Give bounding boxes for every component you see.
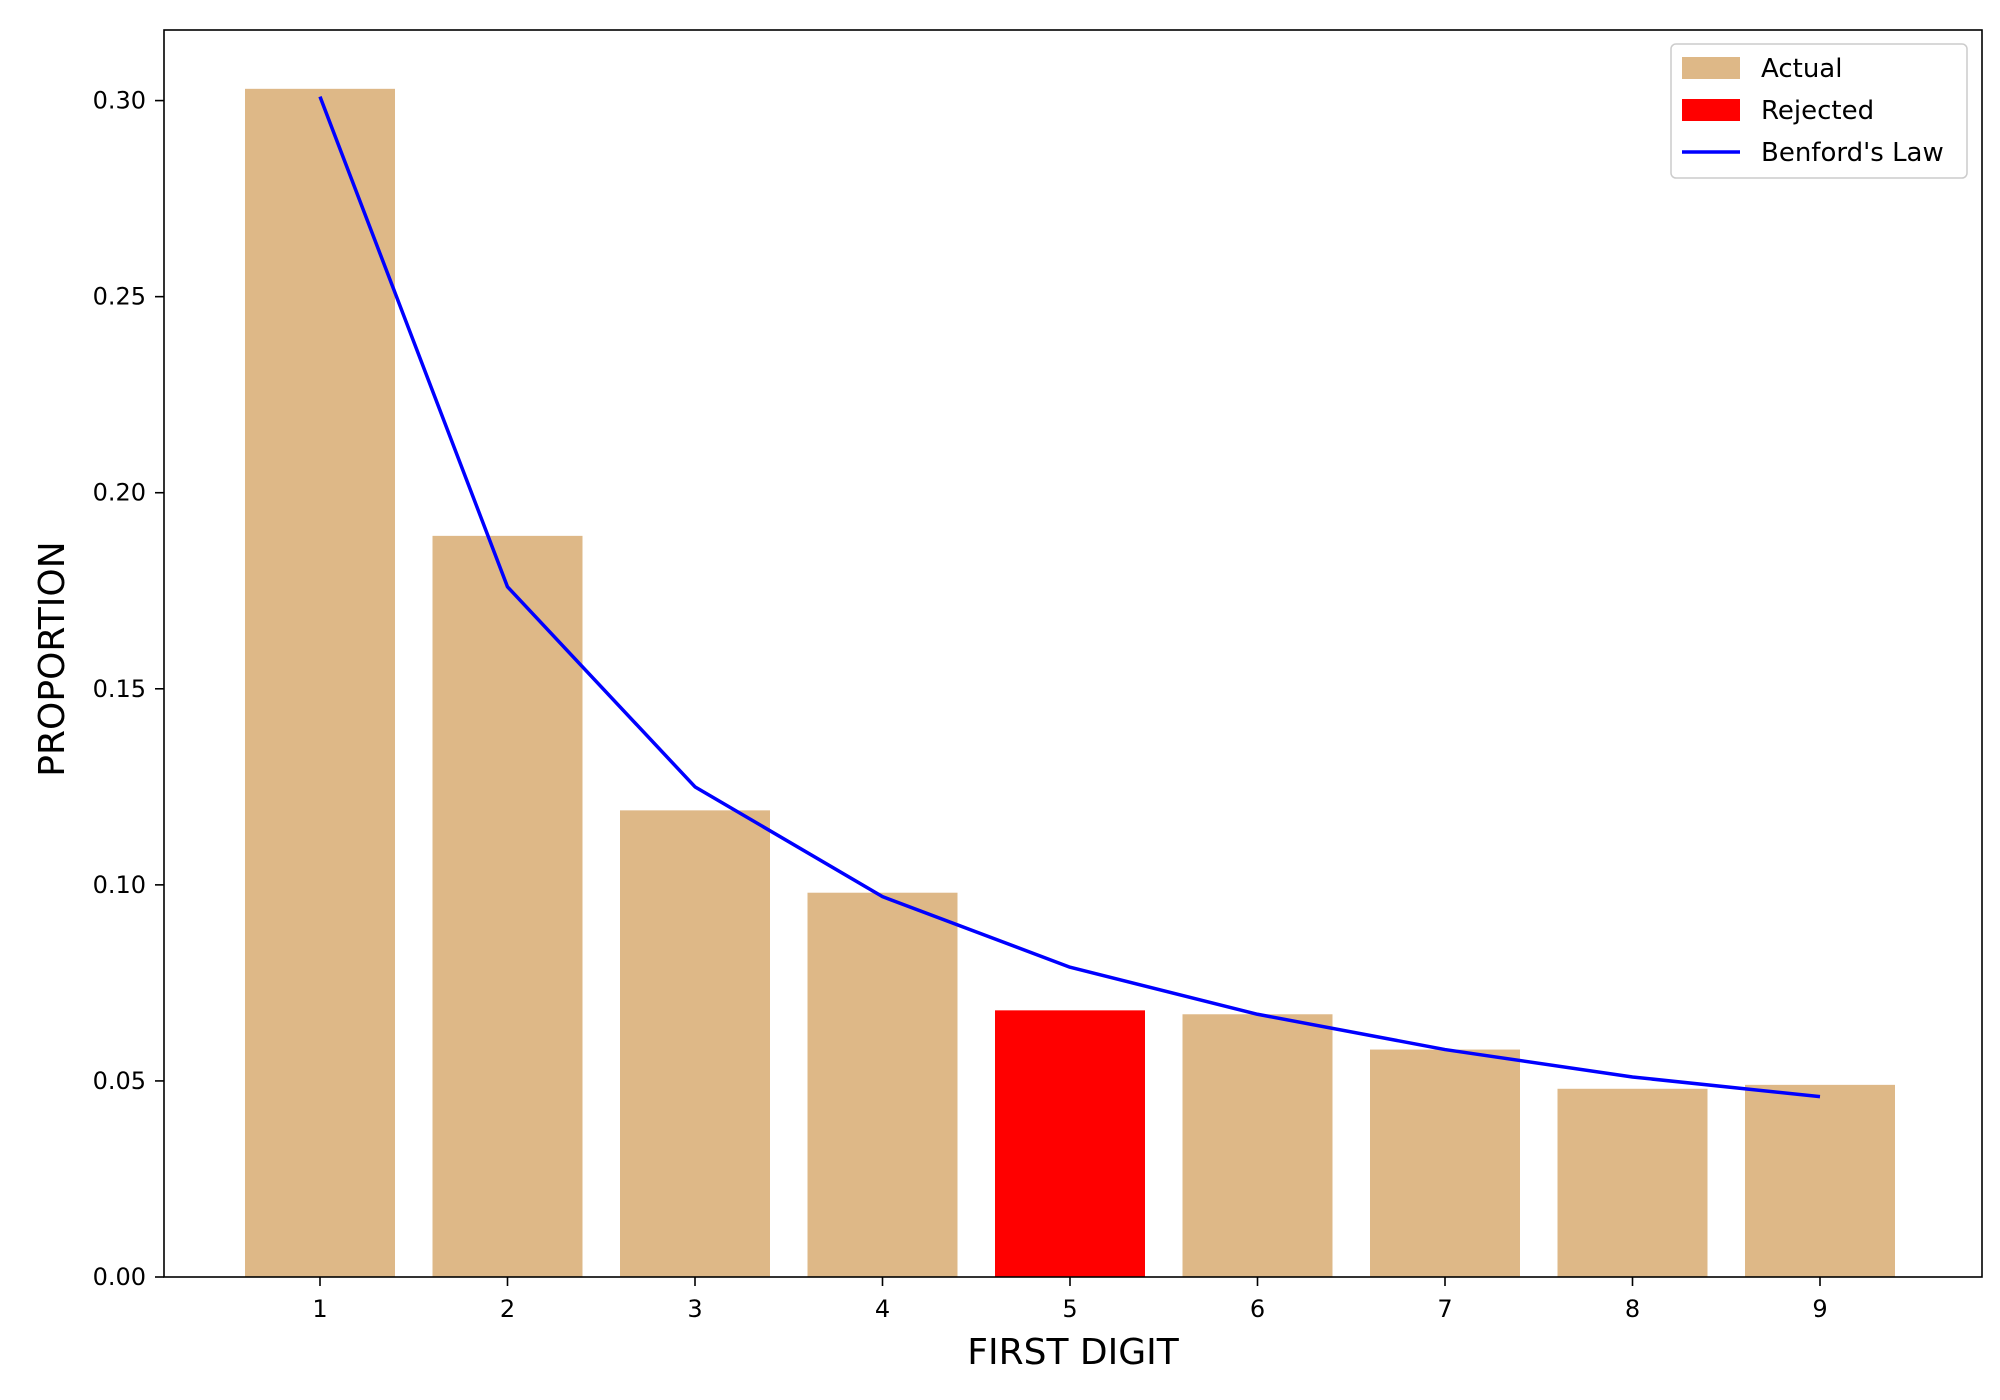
y-tick-label: 0.30 [93,87,146,115]
y-tick-label: 0.00 [93,1263,146,1291]
x-tick-label: 2 [500,1295,515,1323]
x-tick-label: 6 [1250,1295,1265,1323]
bar-rejected-5 [995,1010,1145,1277]
legend-label-actual: Actual [1761,54,1842,84]
legend: Actual Rejected Benford's Law [1670,43,1968,179]
bar-actual-8 [1557,1088,1708,1277]
y-axis: 0.00 0.05 0.10 0.15 0.20 0.25 0.30 [93,87,164,1291]
bar-actual-6 [1182,1014,1333,1277]
bar-actual-1 [245,88,395,1277]
legend-swatch-actual [1682,57,1740,79]
x-axis-title: FIRST DIGIT [967,1332,1179,1373]
y-tick-label: 0.10 [93,871,146,899]
bar-actual-4 [807,892,958,1277]
x-tick-label: 8 [1625,1295,1640,1323]
x-tick-label: 9 [1812,1295,1827,1323]
legend-label-benford: Benford's Law [1761,138,1944,168]
y-tick-label: 0.05 [93,1067,146,1095]
bar-actual-2 [432,535,583,1277]
bar-actual-3 [620,810,770,1277]
y-tick-label: 0.15 [93,675,146,703]
legend-box [1670,43,1968,179]
legend-label-rejected: Rejected [1761,96,1874,126]
plot-frame [163,29,1983,1278]
bar-actual-7 [1370,1049,1520,1277]
x-tick-label: 1 [312,1295,327,1323]
x-tick-label: 5 [1062,1295,1077,1323]
x-tick-label: 4 [875,1295,890,1323]
y-tick-label: 0.20 [93,479,146,507]
bars-layer [245,88,1895,1277]
x-tick-label: 7 [1437,1295,1452,1323]
series-line-benford [318,96,1821,1099]
x-tick-label: 3 [687,1295,702,1323]
legend-swatch-rejected [1682,99,1740,121]
bar-actual-9 [1745,1084,1895,1277]
y-axis-title: PROPORTION [32,541,73,776]
line-layer [318,96,1821,1099]
x-axis: 1 2 3 4 5 6 7 8 9 [312,1277,1828,1323]
y-tick-label: 0.25 [93,283,146,311]
